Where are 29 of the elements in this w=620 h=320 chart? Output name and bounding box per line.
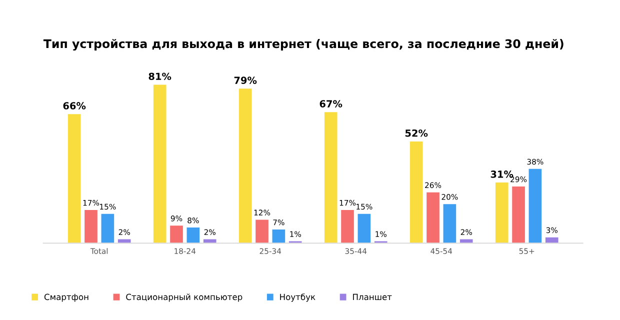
data-label: 31% <box>490 170 514 178</box>
bar <box>238 88 252 244</box>
bar <box>426 192 440 244</box>
data-label: 66% <box>63 102 86 110</box>
data-label: 79% <box>234 76 257 84</box>
bar <box>153 84 166 244</box>
bar <box>186 228 200 244</box>
bar <box>443 204 456 244</box>
legend-label: Стационарный компьютер <box>126 294 242 302</box>
legend-label: Ноутбук <box>280 293 316 302</box>
bar <box>272 230 286 244</box>
bar <box>170 226 183 244</box>
bar <box>68 114 81 244</box>
bar <box>495 182 508 244</box>
bar <box>358 214 371 244</box>
bar <box>324 112 338 244</box>
bar <box>101 214 114 244</box>
data-label: 67% <box>320 100 342 108</box>
bar <box>341 210 354 244</box>
legend-label: Планшет <box>353 294 392 300</box>
bar <box>256 220 268 244</box>
bar <box>410 141 423 244</box>
chart-title: Тип устройства для выхода в интернет (чаще всего, за последние 30 дней) <box>43 38 564 51</box>
bar <box>84 210 98 244</box>
bar <box>528 168 542 244</box>
bar <box>512 186 525 244</box>
data-label: 52% <box>405 129 428 137</box>
legend-label: Смартфон <box>44 294 88 302</box>
data-label: 81% <box>148 72 172 80</box>
